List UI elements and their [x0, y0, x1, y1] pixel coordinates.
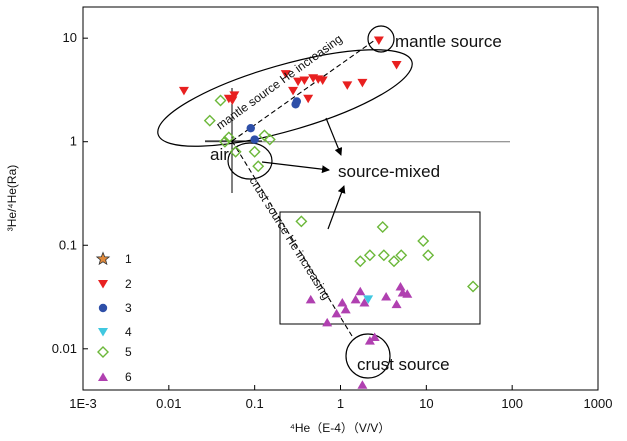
data-point-series-5 — [248, 145, 261, 158]
air-label: air — [210, 145, 229, 164]
crust-source-circle — [345, 333, 391, 379]
data-point-series-6 — [381, 291, 392, 301]
data-point-series-6 — [331, 308, 342, 318]
x-tick-label: 1E-3 — [69, 396, 96, 411]
data-point-series-2 — [373, 36, 384, 45]
crust-trend-line — [231, 140, 353, 337]
data-point-series-3 — [250, 135, 259, 144]
data-point-series-6 — [369, 332, 380, 341]
air-ellipse — [227, 142, 273, 180]
data-point-series-5 — [388, 255, 400, 268]
legend-marker-3 — [98, 303, 108, 313]
data-point-series-6 — [355, 286, 366, 296]
crust-trend-label: crust source He increasing — [246, 174, 333, 302]
data-point-series-6 — [337, 297, 348, 307]
legend-label-4: 4 — [125, 325, 132, 339]
y-axis-label: ³He/⁴He(Ra) — [5, 165, 19, 232]
data-point-series-2 — [391, 61, 402, 70]
y-tick-label: 0.01 — [52, 341, 77, 356]
y-tick-label: 10 — [63, 30, 77, 45]
data-points — [178, 36, 480, 389]
data-point-series-2 — [317, 76, 328, 86]
data-point-series-5 — [214, 94, 227, 107]
x-tick-label: 10 — [419, 396, 433, 411]
data-point-series-6 — [350, 294, 361, 304]
data-point-series-6 — [340, 304, 351, 314]
crust-source-label: crust source — [357, 355, 450, 374]
data-point-series-2 — [280, 70, 291, 79]
data-point-series-5 — [377, 249, 390, 262]
legend-label-3: 3 — [125, 301, 132, 315]
source-mixed-label: source-mixed — [338, 162, 440, 181]
data-point-series-2 — [178, 86, 189, 96]
y-tick-label: 1 — [70, 134, 77, 149]
data-point-series-6 — [359, 297, 370, 307]
data-point-series-6 — [391, 299, 402, 309]
data-point-series-3 — [246, 124, 255, 133]
legend-label-6: 6 — [125, 370, 132, 384]
data-point-series-2 — [293, 77, 304, 87]
data-point-series-5 — [218, 135, 231, 148]
data-point-series-5 — [258, 129, 271, 142]
legend-marker-6 — [98, 372, 108, 381]
data-point-series-6 — [305, 294, 316, 304]
legend-label-1: 1 — [125, 252, 132, 266]
mantle-trend-ellipse — [157, 49, 413, 147]
legend-label-2: 2 — [125, 277, 132, 291]
data-point-series-5 — [252, 160, 265, 173]
data-point-series-6 — [395, 281, 406, 291]
data-point-series-2 — [299, 76, 310, 86]
mantle-source-circle — [367, 25, 395, 53]
x-tick-label: 1000 — [584, 396, 613, 411]
data-point-series-3 — [292, 97, 302, 106]
data-point-series-2 — [229, 91, 240, 100]
arrow-mantle-to-mixed — [325, 117, 343, 156]
arrow-crust-to-mixed — [327, 185, 346, 230]
legend-marker-1 — [95, 251, 111, 266]
crust-mixing-box — [279, 211, 481, 325]
data-point-series-6 — [402, 289, 413, 298]
y-tick-label: 0.1 — [59, 237, 77, 252]
x-tick-label: 100 — [501, 396, 523, 411]
data-point-series-5 — [422, 249, 435, 262]
data-point-series-5 — [203, 114, 216, 127]
arrow-air-to-mixed — [261, 161, 330, 174]
y-axis: 0.01 0.1 1 10 — [52, 30, 88, 356]
mantle-trend-label: mantle source He increasing — [214, 32, 345, 133]
legend-label-5: 5 — [125, 345, 132, 359]
x-axis: 1E-3 0.01 0.1 1 10 100 1000 — [69, 385, 612, 411]
data-point-series-2 — [288, 86, 299, 96]
data-point-series-4 — [363, 295, 374, 304]
legend-marker-4 — [98, 328, 108, 337]
data-point-series-5 — [229, 145, 242, 158]
data-point-series-5 — [263, 133, 276, 146]
data-point-series-5 — [295, 215, 308, 228]
mantle-trend-line — [231, 39, 376, 142]
data-point-series-5 — [363, 249, 376, 262]
data-point-series-6 — [364, 336, 375, 345]
data-point-series-2 — [357, 78, 368, 88]
data-point-series-5 — [354, 255, 367, 268]
x-tick-label: 0.1 — [246, 396, 264, 411]
legend: 1 2 3 4 5 6 — [95, 251, 132, 384]
x-tick-label: 0.01 — [156, 396, 181, 411]
data-point-series-5 — [395, 249, 408, 262]
data-point-series-5 — [467, 280, 480, 293]
x-tick-label: 1 — [337, 396, 344, 411]
data-point-series-2 — [303, 94, 314, 104]
legend-marker-5 — [97, 346, 109, 358]
legend-marker-2 — [98, 280, 108, 289]
data-point-series-5 — [417, 234, 430, 247]
data-point-series-5 — [222, 131, 235, 144]
mantle-source-label: mantle source — [395, 32, 502, 51]
x-axis-label: ⁴He（E-4）（V/V） — [290, 421, 391, 435]
data-point-series-6 — [357, 380, 368, 389]
data-point-series-5 — [376, 221, 389, 234]
data-point-series-2 — [342, 81, 353, 90]
data-point-series-6 — [322, 317, 333, 327]
